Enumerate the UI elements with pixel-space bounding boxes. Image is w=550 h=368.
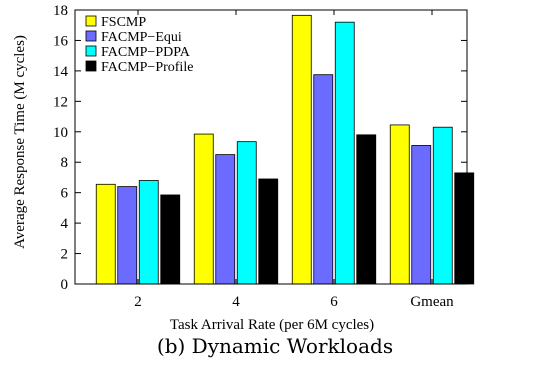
bar-0-3 [389, 124, 410, 285]
bar-0-1 [193, 133, 214, 285]
bar-3-0 [160, 194, 181, 285]
bar-1-2 [313, 74, 334, 285]
bar-2-1 [236, 141, 257, 285]
x-axis-label: Task Arrival Rate (per 6M cycles) [170, 317, 374, 333]
x-tick-label: 2 [134, 294, 142, 310]
bar-1-3 [411, 145, 432, 285]
bar-3-1 [258, 178, 279, 285]
y-tick-label: 8 [61, 155, 69, 171]
y-tick-label: 4 [61, 216, 69, 232]
legend-label: FACMP−Profile [101, 60, 193, 75]
legend-label: FSCMP [101, 15, 146, 30]
y-tick-label: 2 [61, 247, 69, 263]
y-tick-label: 6 [61, 186, 69, 202]
y-tick-label: 12 [53, 94, 68, 110]
legend-label: FACMP−Equi [101, 30, 182, 45]
x-tick-label: 6 [330, 294, 338, 310]
bar-0-0 [95, 183, 116, 285]
y-axis-label: Average Response Time (M cycles) [12, 35, 28, 249]
x-tick-label: Gmean [410, 294, 454, 310]
y-tick-label: 10 [53, 125, 68, 141]
plot-frame [74, 9, 468, 285]
y-tick-label: 14 [53, 64, 69, 80]
legend-swatch [85, 30, 97, 42]
bar-3-2 [356, 134, 377, 285]
legend-swatch [85, 15, 97, 27]
y-tick-label: 18 [53, 3, 68, 19]
bar-0-2 [291, 14, 312, 285]
bars-group [95, 14, 475, 285]
legend-swatch [85, 45, 97, 57]
figure-caption: (b) Dynamic Workloads [156, 334, 394, 358]
legend-label: FACMP−PDPA [101, 45, 191, 60]
bar-2-2 [334, 21, 355, 285]
axes-group: 2 4 6 Gmean 0 2 4 6 8 10 12 14 16 18 [53, 3, 468, 310]
bar-1-1 [215, 154, 236, 285]
x-tick-label: 4 [232, 294, 240, 310]
bar-2-0 [138, 180, 159, 285]
legend-swatch [85, 60, 97, 72]
y-tick-label: 0 [61, 277, 69, 293]
bar-3-3 [454, 172, 475, 285]
bar-1-0 [117, 186, 138, 285]
bar-2-3 [432, 126, 453, 285]
y-tick-label: 16 [53, 33, 69, 49]
